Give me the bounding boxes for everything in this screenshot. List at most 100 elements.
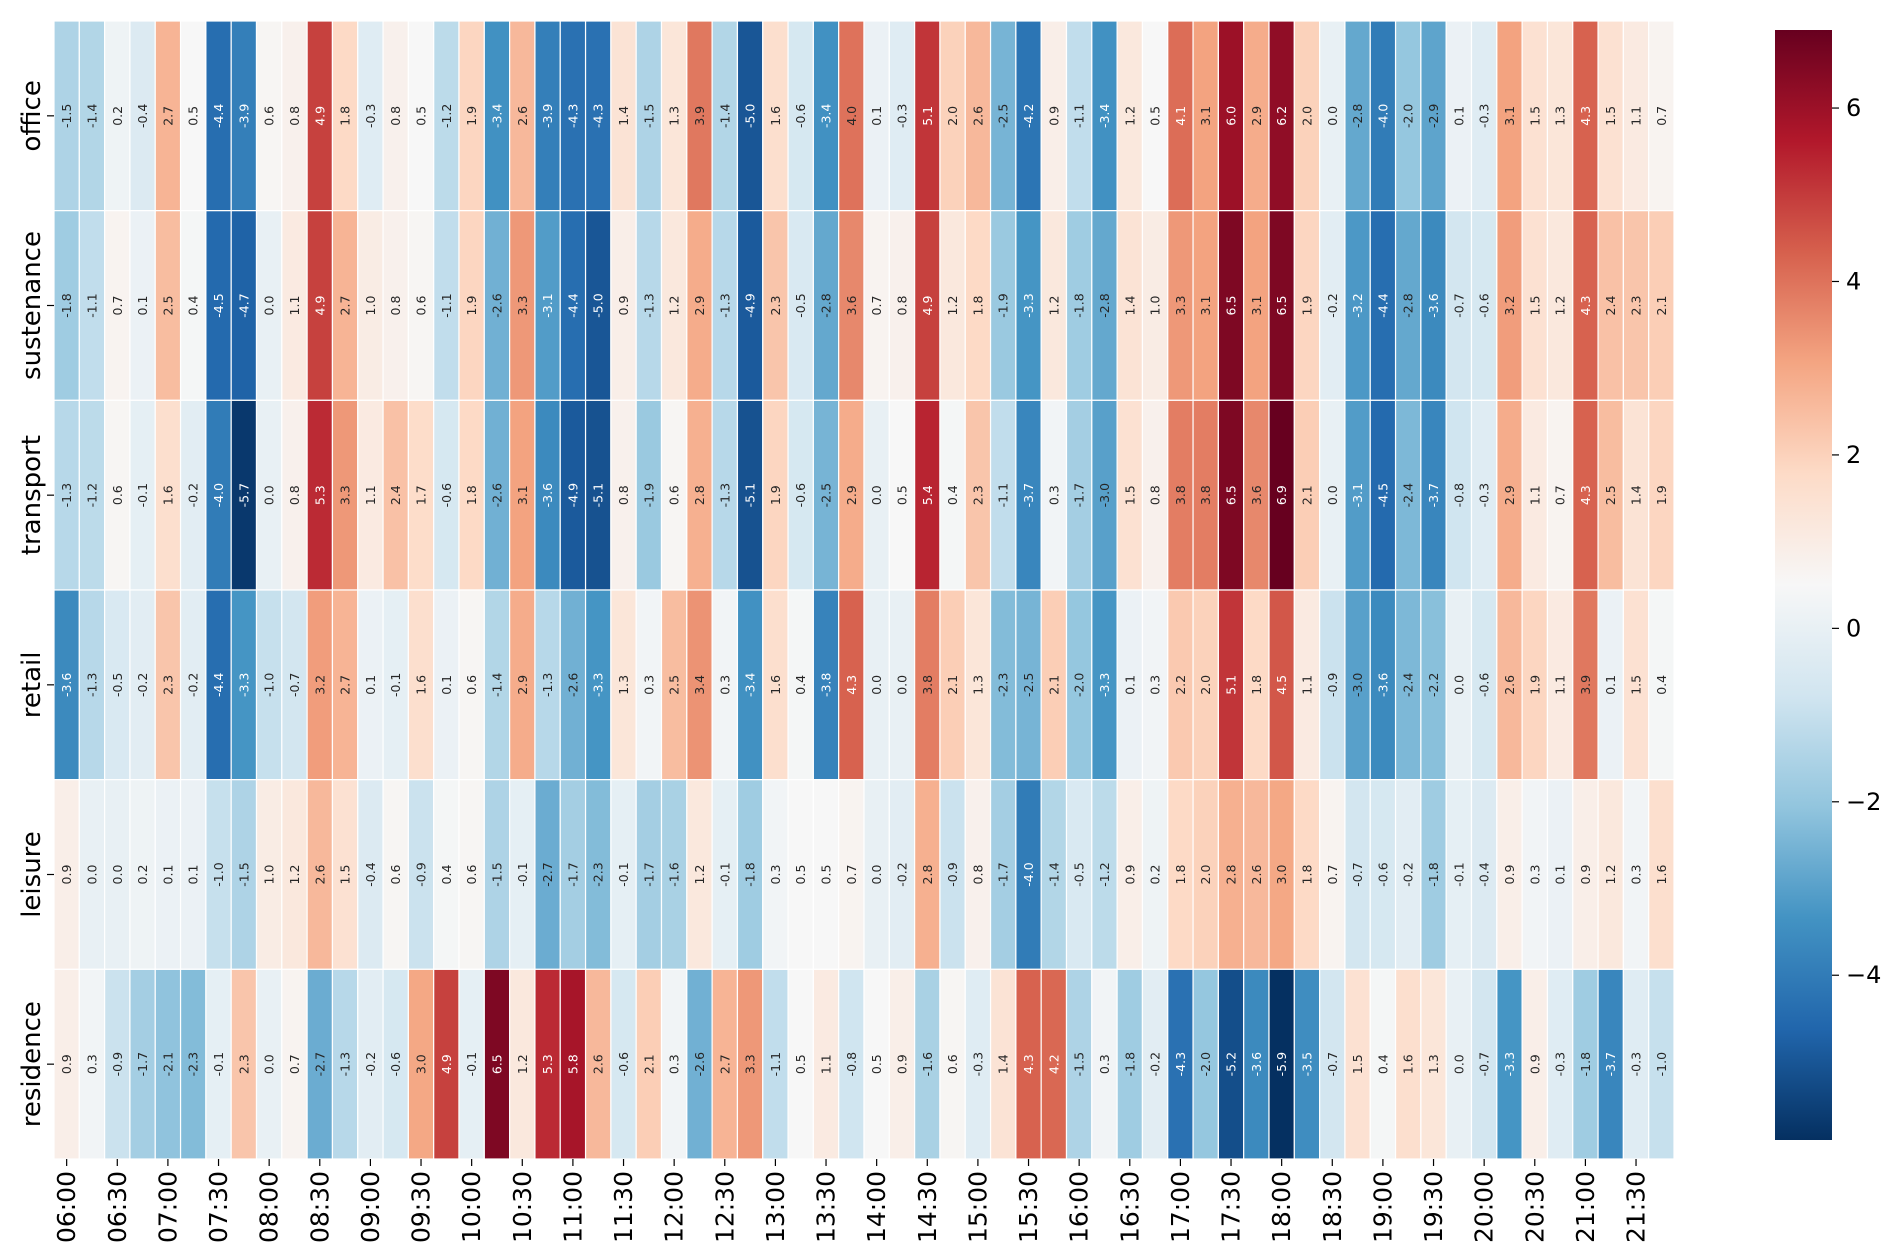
cell-value-label: -1.9 — [996, 293, 1011, 317]
heatmap-cell — [407, 968, 435, 1160]
cell-value-label: 0.0 — [869, 485, 884, 505]
heatmap-cell — [1040, 210, 1068, 401]
heatmap-cell — [1496, 589, 1523, 781]
heatmap-cell — [1091, 968, 1118, 1160]
cell-value-label: -5.1 — [743, 483, 758, 507]
cell-value-label: 2.3 — [970, 485, 985, 505]
heatmap-cell — [179, 399, 207, 591]
heatmap-cell — [1192, 968, 1219, 1160]
cell-value-label: -3.5 — [1299, 1052, 1314, 1076]
heatmap-cell — [534, 210, 561, 401]
heatmap-cell — [534, 968, 561, 1160]
cell-value-label: 0.3 — [1629, 865, 1644, 885]
heatmap-cell — [1293, 20, 1321, 212]
cell-value-label: -0.3 — [1477, 483, 1492, 507]
heatmap-cell — [306, 210, 334, 401]
cell-value-label: 0.6 — [464, 675, 479, 695]
heatmap-cell — [1319, 210, 1346, 401]
heatmap-cell — [1496, 779, 1523, 970]
heatmap-cell — [382, 20, 409, 212]
cell-value-label: 1.2 — [287, 865, 302, 885]
cell-value-label: 1.9 — [1654, 485, 1669, 505]
heatmap-cell — [534, 589, 561, 781]
cell-value-label: 0.6 — [262, 106, 277, 126]
cell-value-label: 3.3 — [1173, 296, 1188, 316]
heatmap-cell — [1141, 968, 1169, 1160]
column-label: 19:30 — [1419, 1171, 1448, 1243]
cell-value-label: -1.4 — [84, 104, 99, 128]
cell-value-label: 0.1 — [363, 675, 378, 695]
cell-value-label: 0.1 — [869, 106, 884, 126]
cell-value-label: 0.5 — [186, 106, 201, 126]
cell-value-label: 0.0 — [894, 675, 909, 695]
cell-value-label: -1.6 — [920, 1052, 935, 1076]
heatmap-cell — [1141, 210, 1169, 401]
cell-value-label: 1.9 — [464, 106, 479, 126]
cell-value-label: 0.5 — [793, 865, 808, 885]
cell-value-label: -3.7 — [1021, 483, 1036, 507]
cell-value-label: -1.7 — [565, 862, 580, 886]
heatmap-cell — [483, 968, 511, 1160]
cell-value-label: -2.8 — [819, 293, 834, 317]
cell-value-label: -2.8 — [1401, 293, 1416, 317]
heatmap-cell — [281, 589, 308, 781]
cell-value-label: -1.4 — [489, 673, 504, 697]
cell-value-label: -3.1 — [1350, 483, 1365, 507]
heatmap-cell — [104, 399, 131, 591]
heatmap-cell — [1622, 399, 1650, 591]
cell-value-label: 2.5 — [667, 675, 682, 695]
cell-value-label: 4.5 — [1274, 675, 1289, 695]
colorbar-gradient — [1775, 30, 1832, 1140]
cell-value-label: -0.1 — [1451, 862, 1466, 886]
heatmap-cell — [1420, 210, 1447, 401]
heatmap-cell — [1319, 399, 1346, 591]
cell-value-label: 0.2 — [135, 865, 150, 885]
cell-value-label: -4.3 — [591, 104, 606, 128]
cell-value-label: 0.3 — [641, 675, 656, 695]
cell-value-label: 3.8 — [920, 675, 935, 695]
heatmap-cell — [1369, 399, 1397, 591]
cell-value-label: -2.6 — [565, 673, 580, 697]
heatmap-cell — [1091, 589, 1118, 781]
cell-value-label: -4.9 — [565, 483, 580, 507]
cell-value-label: -0.4 — [363, 862, 378, 886]
cell-value-label: -0.9 — [945, 862, 960, 886]
heatmap-cell — [584, 399, 612, 591]
cell-value-label: 0.9 — [1502, 865, 1517, 885]
cell-value-label: 4.2 — [1046, 1054, 1061, 1074]
cell-value-label: 4.9 — [439, 1054, 454, 1074]
cell-value-label: 2.6 — [312, 865, 327, 885]
cell-value-label: 5.1 — [1224, 675, 1239, 695]
cell-value-label: -0.7 — [1325, 1052, 1340, 1076]
cell-value-label: 0.8 — [287, 485, 302, 505]
heatmap-cell — [281, 20, 308, 212]
cell-value-label: -0.6 — [439, 483, 454, 507]
heatmap-cell — [1141, 589, 1169, 781]
heatmap-cell — [104, 589, 131, 781]
cell-value-label: 1.2 — [692, 865, 707, 885]
heatmap-cell — [787, 589, 814, 781]
heatmap-cell — [458, 210, 485, 401]
colorbar: 6 4 2 0 −2 −4 — [1775, 30, 1881, 1140]
cell-value-label: 0.9 — [1527, 1054, 1542, 1074]
heatmap-cell — [1192, 779, 1219, 970]
cell-value-label: -0.1 — [515, 862, 530, 886]
heatmap-cell — [863, 399, 890, 591]
row-label: transport — [17, 435, 47, 555]
cell-value-label: 0.5 — [894, 485, 909, 505]
colorbar-tick-label: −2 — [1846, 788, 1881, 816]
cell-value-label: 0.0 — [262, 485, 277, 505]
heatmap-cell — [78, 589, 106, 781]
heatmap-cell — [78, 20, 106, 212]
heatmap-cell — [838, 399, 865, 591]
cell-value-label: 0.0 — [1451, 675, 1466, 695]
cell-value-label: 0.8 — [1148, 485, 1163, 505]
cell-value-label: 6.5 — [1224, 485, 1239, 505]
cell-value-label: 0.3 — [1148, 675, 1163, 695]
cell-value-label: 2.4 — [388, 485, 403, 505]
cell-value-label: 0.0 — [262, 296, 277, 316]
cell-value-label: 2.8 — [692, 485, 707, 505]
heatmap-cell — [1243, 20, 1270, 212]
cell-value-label: -3.4 — [1097, 104, 1112, 128]
cell-value-label: -0.6 — [388, 1052, 403, 1076]
